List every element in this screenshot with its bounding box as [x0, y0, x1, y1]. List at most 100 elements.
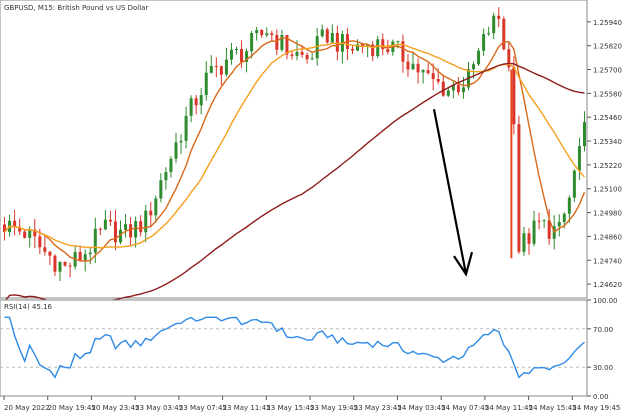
candle-body: [275, 34, 279, 50]
candle-body: [577, 146, 581, 171]
candle-body: [219, 66, 223, 75]
candle-body: [214, 66, 218, 68]
candle-body: [38, 236, 42, 248]
candle-body: [421, 70, 425, 73]
candle-body: [305, 54, 309, 60]
y-tick-label: 1.25460: [593, 114, 622, 122]
candle-body: [381, 39, 385, 50]
candle-body: [451, 84, 455, 91]
down-arrow-head: [453, 251, 474, 277]
y-tick-label: 1.25700: [593, 67, 622, 75]
candle-body: [48, 251, 52, 256]
candle-body: [461, 87, 465, 93]
candle-body: [78, 251, 82, 261]
x-tick-label: 23 May 07:45: [179, 404, 227, 412]
candle-body: [497, 15, 501, 19]
candle-body: [204, 72, 208, 96]
candle-body: [129, 224, 133, 238]
x-tick-label: 20 May 2022: [4, 404, 50, 412]
candle-body: [260, 30, 264, 36]
x-tick-label: 24 May 19:45: [572, 404, 620, 412]
candle-body: [406, 61, 410, 70]
candle-body: [144, 210, 148, 233]
candle-body: [527, 233, 531, 244]
candle-body: [572, 170, 576, 198]
candle-body: [265, 33, 269, 36]
candle-body: [482, 34, 486, 51]
candle-body: [436, 79, 440, 82]
candle-body: [487, 33, 491, 35]
candle-body: [68, 265, 72, 267]
candle-body: [290, 54, 294, 56]
y-tick-label: 1.25820: [593, 43, 622, 51]
candle-body: [93, 228, 97, 253]
candle-body: [386, 49, 390, 52]
x-tick-label: 23 May 23:45: [354, 404, 402, 412]
candle-body: [562, 213, 566, 222]
candle-body: [240, 48, 244, 62]
candle-body: [33, 229, 37, 237]
x-tick-label: 20 May 19:45: [48, 404, 96, 412]
rsi-y-tick-label: 100.00: [593, 297, 618, 305]
candle-body: [164, 172, 168, 181]
candle-body: [224, 59, 228, 75]
main-y-axis: 1.25940 1.25820 1.25700 1.25580 1.25460 1.253…: [587, 19, 622, 289]
candle-body: [350, 48, 354, 51]
candle-body: [18, 226, 22, 232]
candle-body: [245, 51, 249, 62]
candle-body: [88, 252, 92, 255]
candle-body: [3, 224, 7, 233]
candle-body: [134, 221, 138, 238]
candle-body: [356, 44, 360, 51]
candle-body: [119, 229, 123, 243]
candle-body: [199, 95, 203, 106]
candle-body: [13, 220, 17, 227]
annotations-group: [432, 69, 513, 277]
y-tick-label: 1.24860: [593, 233, 622, 241]
candle-body: [229, 49, 233, 60]
x-tick-label: 24 May 07:45: [441, 404, 489, 412]
candle-body: [456, 84, 460, 93]
x-tick-label: 24 May 15:45: [529, 404, 577, 412]
rsi-y-tick-label: 70.00: [593, 326, 613, 334]
candle-body: [431, 73, 435, 80]
candle-body: [285, 34, 289, 55]
candle-body: [512, 67, 516, 125]
candle-body: [83, 254, 87, 261]
candle-body: [502, 18, 506, 50]
candle-body: [108, 219, 112, 222]
candle-body: [250, 33, 254, 52]
candle-body: [492, 15, 496, 34]
y-tick-label: 1.25340: [593, 138, 622, 146]
candle-body: [401, 41, 405, 62]
x-tick-label: 23 May 11:45: [223, 404, 271, 412]
candle-body: [189, 98, 193, 116]
main-panel-frame: [0, 0, 588, 299]
candle-body: [557, 221, 561, 227]
y-tick-label: 1.24620: [593, 281, 622, 289]
candle-body: [507, 49, 511, 68]
candle-body: [149, 210, 153, 216]
candle-body: [270, 33, 274, 35]
candle-body: [376, 39, 380, 57]
rsi-line: [4, 316, 585, 379]
rsi-levels: [0, 328, 587, 368]
candle-body: [255, 30, 259, 34]
down-arrow-shaft: [432, 109, 468, 275]
candle-body: [472, 64, 476, 70]
candle-body: [582, 122, 586, 147]
candle-body: [98, 228, 102, 230]
candle-body: [23, 231, 27, 238]
candle-body: [537, 220, 541, 222]
candle-body: [174, 142, 178, 159]
candle-body: [235, 48, 239, 50]
x-tick-label: 24 May 03:45: [397, 404, 445, 412]
candle-body: [103, 219, 107, 230]
candle-body: [477, 50, 481, 65]
candle-body: [371, 44, 375, 57]
y-tick-label: 1.24740: [593, 257, 622, 265]
y-tick-label: 1.25940: [593, 19, 622, 27]
candle-body: [295, 51, 299, 56]
candle-body: [416, 63, 420, 73]
candle-body: [361, 44, 365, 47]
